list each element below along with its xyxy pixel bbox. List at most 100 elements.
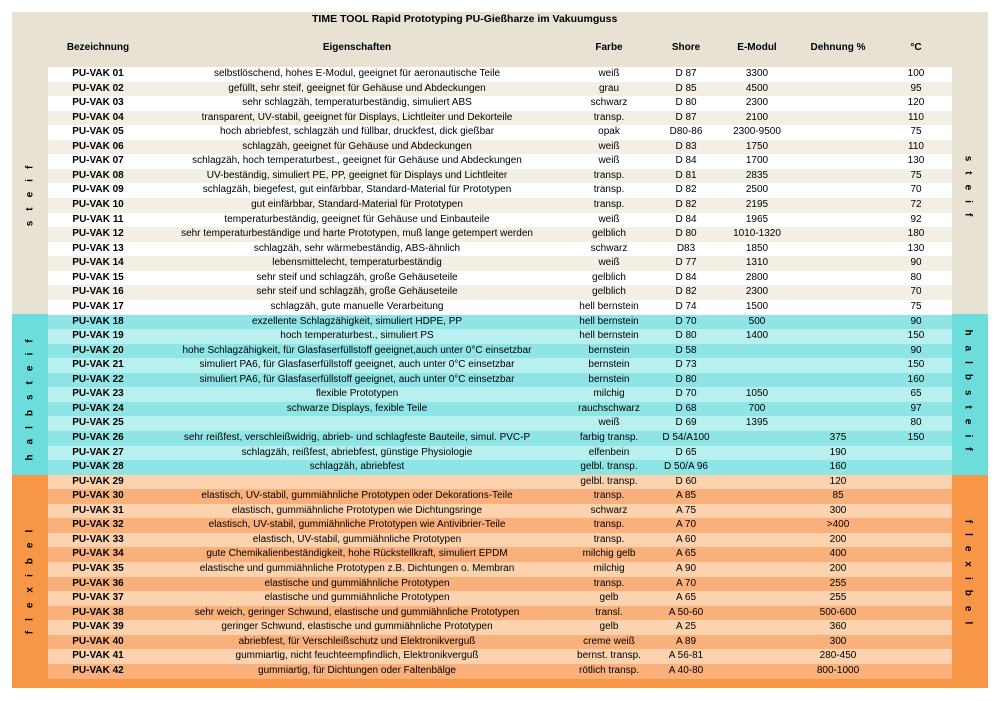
row-bg — [48, 110, 952, 126]
table-cell: hoch temperaturbest., simuliert PS — [280, 330, 434, 342]
table-cell: elastische und gummiähnliche Prototypen — [264, 577, 450, 589]
table-cell: 160 — [907, 373, 925, 385]
product-name: PU-VAK 02 — [72, 82, 124, 94]
table-cell: gelb — [599, 621, 619, 633]
table-cell: rötlich transp. — [578, 664, 640, 676]
row-bg — [48, 634, 952, 650]
table-cell: 110 — [908, 111, 924, 123]
table-cell: A 65 — [675, 548, 697, 560]
product-name: PU-VAK 34 — [72, 548, 124, 560]
row-bg — [48, 183, 952, 199]
table-cell: 500 — [748, 315, 766, 327]
table-cell: abriebfest, für Verschleißschutz und Ele… — [238, 635, 476, 647]
table-cell: sehr temperaturbeständige und harte Prot… — [181, 228, 533, 240]
row-bg — [48, 299, 952, 315]
product-name: PU-VAK 41 — [72, 650, 124, 662]
product-name: PU-VAK 21 — [72, 359, 124, 371]
table-cell: 85 — [832, 490, 844, 502]
table-cell: A 56-81 — [668, 650, 704, 662]
column-header: Dehnung % — [810, 42, 866, 53]
table-cell: flexible Prototypen — [315, 388, 399, 400]
table-cell: elfenbein — [588, 446, 630, 458]
table-cell: 255 — [829, 577, 847, 589]
table-cell: A 89 — [675, 635, 697, 647]
table-cell: sehr schlagzäh, temperaturbeständig, sim… — [242, 97, 472, 109]
row-bg — [48, 198, 952, 213]
table-cell: D 65 — [675, 446, 697, 458]
table-cell: hell bernstein — [579, 300, 639, 312]
table-cell: 97 — [910, 402, 922, 414]
table-cell: 255 — [829, 592, 847, 604]
table-cell: D 80 — [675, 97, 697, 109]
product-name: PU-VAK 01 — [72, 68, 124, 79]
table-cell: D 82 — [675, 199, 697, 211]
table-cell: D 77 — [675, 257, 697, 269]
product-name: PU-VAK 20 — [72, 344, 124, 356]
table-cell: D 84 — [675, 213, 697, 225]
section-label-left: flexibel — [24, 519, 36, 634]
product-name: PU-VAK 40 — [72, 635, 124, 647]
table-cell: >400 — [826, 519, 850, 531]
table-cell: bernstein — [588, 373, 630, 385]
table-cell: 1400 — [745, 330, 769, 342]
row-bg — [48, 372, 952, 388]
table-cell: A 60 — [675, 533, 697, 545]
table-cell: gummiartig, nicht feuchteempfindlich, El… — [235, 650, 479, 662]
table-cell: D 82 — [675, 286, 697, 298]
table-cell: 90 — [910, 257, 922, 269]
table-cell: D 50/A 96 — [664, 461, 708, 473]
table-cell: selbstlöschend, hohes E-Modul, geeignet … — [213, 68, 501, 79]
product-name: PU-VAK 23 — [72, 388, 124, 400]
table-cell: D83 — [676, 242, 696, 254]
table-cell: gelb — [599, 592, 619, 604]
table-cell: 2100 — [745, 111, 769, 123]
table-cell: 300 — [829, 635, 847, 647]
table-cell: elastisch, UV-stabil, gummiähnliche Prot… — [252, 533, 462, 545]
table-cell: 800-1000 — [816, 664, 860, 676]
table-cell: schwarz — [590, 242, 628, 254]
row-bg — [48, 576, 952, 592]
product-name: PU-VAK 05 — [72, 126, 124, 138]
table-cell: gummiartig, für Dichtungen oder Faltenbä… — [258, 664, 456, 676]
product-name: PU-VAK 04 — [72, 111, 124, 123]
table-cell: D 60 — [675, 475, 697, 487]
product-name: PU-VAK 31 — [72, 504, 124, 516]
table-cell: gelblich — [592, 286, 626, 298]
table-cell: geringer Schwund, elastische und gummiäh… — [221, 621, 493, 633]
table-cell: 2800 — [745, 271, 769, 283]
product-name: PU-VAK 17 — [72, 300, 124, 312]
product-name: PU-VAK 12 — [72, 228, 124, 240]
table-cell: D 70 — [675, 388, 697, 400]
table-cell: 120 — [829, 475, 847, 487]
column-header: Farbe — [595, 42, 623, 53]
product-name: PU-VAK 08 — [72, 169, 124, 181]
row-bg — [48, 445, 952, 461]
table-cell: A 90 — [675, 563, 697, 575]
table-cell: schlagzäh, biegefest, gut einfärbbar, St… — [202, 184, 512, 196]
row-bg — [48, 314, 952, 330]
product-name: PU-VAK 07 — [72, 155, 124, 167]
table-cell: transl. — [595, 606, 623, 618]
table-cell: elastisch, UV-stabil, gummiähnliche Prot… — [201, 490, 513, 502]
table-cell: temperaturbeständig, geeignet für Gehäus… — [224, 213, 490, 225]
row-bg — [48, 154, 952, 169]
product-name: PU-VAK 39 — [72, 621, 124, 633]
row-bg — [48, 212, 952, 228]
product-name: PU-VAK 32 — [72, 519, 124, 531]
table-cell: 70 — [910, 286, 922, 298]
table-cell: D 87 — [675, 111, 697, 123]
table-cell: gelblich — [592, 271, 626, 283]
row-bg — [48, 663, 952, 679]
row-bg — [48, 343, 952, 359]
product-name: PU-VAK 18 — [72, 315, 124, 327]
table-cell: D 74 — [675, 300, 697, 312]
table-cell: schlagzäh, abriebfest — [309, 461, 405, 473]
table-cell: 500-600 — [819, 606, 857, 618]
table-cell: UV-beständig, simuliert PE, PP, geeignet… — [206, 169, 508, 181]
row-bg — [48, 547, 952, 563]
table-cell: D 82 — [675, 184, 697, 196]
product-name: PU-VAK 30 — [72, 490, 124, 502]
table-cell: 375 — [829, 432, 847, 443]
table-cell: 1965 — [745, 213, 769, 225]
row-bg — [48, 605, 952, 621]
